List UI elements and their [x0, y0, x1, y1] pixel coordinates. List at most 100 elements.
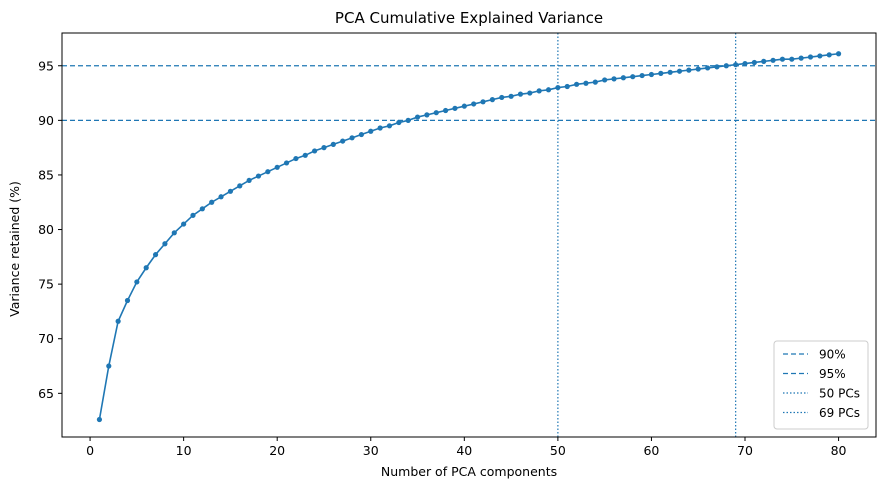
data-point	[639, 72, 645, 79]
data-point	[751, 59, 757, 66]
x-tick-label: 80	[831, 443, 847, 458]
data-point	[536, 88, 542, 94]
data-point	[293, 155, 299, 162]
data-point	[227, 188, 234, 194]
data-point	[695, 66, 701, 72]
chart-title: PCA Cumulative Explained Variance	[335, 9, 603, 27]
data-point	[499, 94, 505, 101]
data-point	[779, 56, 786, 62]
data-point	[255, 173, 262, 179]
x-tick-label: 40	[456, 443, 472, 458]
legend-label: 95%	[819, 367, 846, 381]
data-point	[770, 57, 776, 63]
data-point	[704, 65, 711, 71]
y-tick-label: 70	[38, 331, 54, 346]
data-point	[218, 194, 224, 200]
data-point	[405, 117, 411, 123]
data-point	[199, 206, 205, 212]
x-axis-label: Number of PCA components	[381, 464, 557, 479]
data-point	[377, 125, 383, 131]
x-tick-label: 30	[363, 443, 379, 458]
legend-label: 90%	[819, 348, 846, 362]
data-point	[414, 114, 421, 120]
data-point	[714, 64, 720, 70]
x-tick-label: 50	[550, 443, 566, 458]
data-point	[302, 152, 308, 158]
data-point	[312, 148, 318, 154]
data-point	[162, 241, 168, 247]
y-tick-label: 75	[38, 277, 54, 292]
data-point	[171, 230, 177, 236]
y-tick-label: 95	[38, 58, 54, 73]
data-point	[443, 107, 449, 114]
legend-label: 50 PCs	[819, 387, 860, 401]
legend-label: 69 PCs	[819, 406, 860, 420]
data-point	[583, 80, 589, 86]
data-point	[424, 112, 430, 118]
series-line	[98, 52, 839, 420]
data-point	[274, 164, 280, 170]
data-point	[817, 53, 823, 59]
data-point	[181, 221, 187, 227]
data-point	[433, 110, 439, 116]
data-point	[723, 63, 729, 69]
data-point	[489, 97, 495, 103]
plot-frame	[61, 32, 877, 438]
plot-area: 0 10 20 30 40 50 60 70 80 65 70 75 80 85 90 95	[38, 32, 877, 458]
data-point	[602, 77, 608, 83]
y-tick-label: 85	[38, 167, 54, 182]
data-point	[358, 131, 365, 138]
data-point	[386, 123, 393, 129]
y-tick-label: 65	[38, 386, 54, 401]
data-point	[564, 83, 570, 90]
data-point	[152, 252, 159, 258]
data-point	[835, 51, 842, 57]
data-point	[555, 84, 561, 91]
data-point	[124, 297, 131, 304]
data-point	[517, 91, 524, 97]
data-point	[527, 90, 533, 96]
data-point	[143, 265, 149, 271]
data-point	[611, 76, 617, 82]
data-point	[461, 103, 467, 109]
data-point	[452, 105, 458, 111]
x-tick-label: 60	[643, 443, 659, 458]
data-point	[115, 318, 121, 324]
x-tick-label: 70	[737, 443, 753, 458]
data-point	[676, 68, 683, 74]
data-point	[545, 87, 552, 93]
data-point	[190, 212, 196, 218]
y-tick-label: 80	[38, 222, 54, 237]
data-point	[237, 183, 243, 189]
x-tick-label: 10	[176, 443, 192, 458]
data-point	[630, 74, 636, 80]
data-point	[209, 199, 215, 205]
data-point	[789, 56, 795, 62]
x-tick-label: 0	[86, 443, 94, 458]
data-point	[826, 52, 832, 58]
data-point	[340, 138, 346, 144]
data-point	[658, 70, 664, 76]
data-point	[471, 101, 477, 107]
data-point	[96, 416, 103, 423]
data-point	[648, 71, 655, 78]
data-point	[321, 145, 327, 151]
data-point	[349, 135, 355, 141]
data-point	[573, 81, 580, 87]
y-tick-label: 90	[38, 113, 54, 128]
data-point	[480, 99, 486, 105]
data-point	[106, 363, 112, 369]
data-point	[134, 279, 140, 285]
data-point	[246, 177, 252, 184]
legend-box	[773, 340, 869, 430]
legend: 90% 95% 50 PCs 69 PCs	[773, 340, 869, 430]
data-point	[508, 93, 514, 99]
data-point	[265, 169, 271, 175]
data-point	[368, 128, 374, 134]
data-point	[667, 69, 673, 75]
data-point	[798, 55, 804, 61]
data-point	[742, 60, 748, 67]
data-point	[686, 67, 692, 73]
data-point	[733, 62, 739, 68]
